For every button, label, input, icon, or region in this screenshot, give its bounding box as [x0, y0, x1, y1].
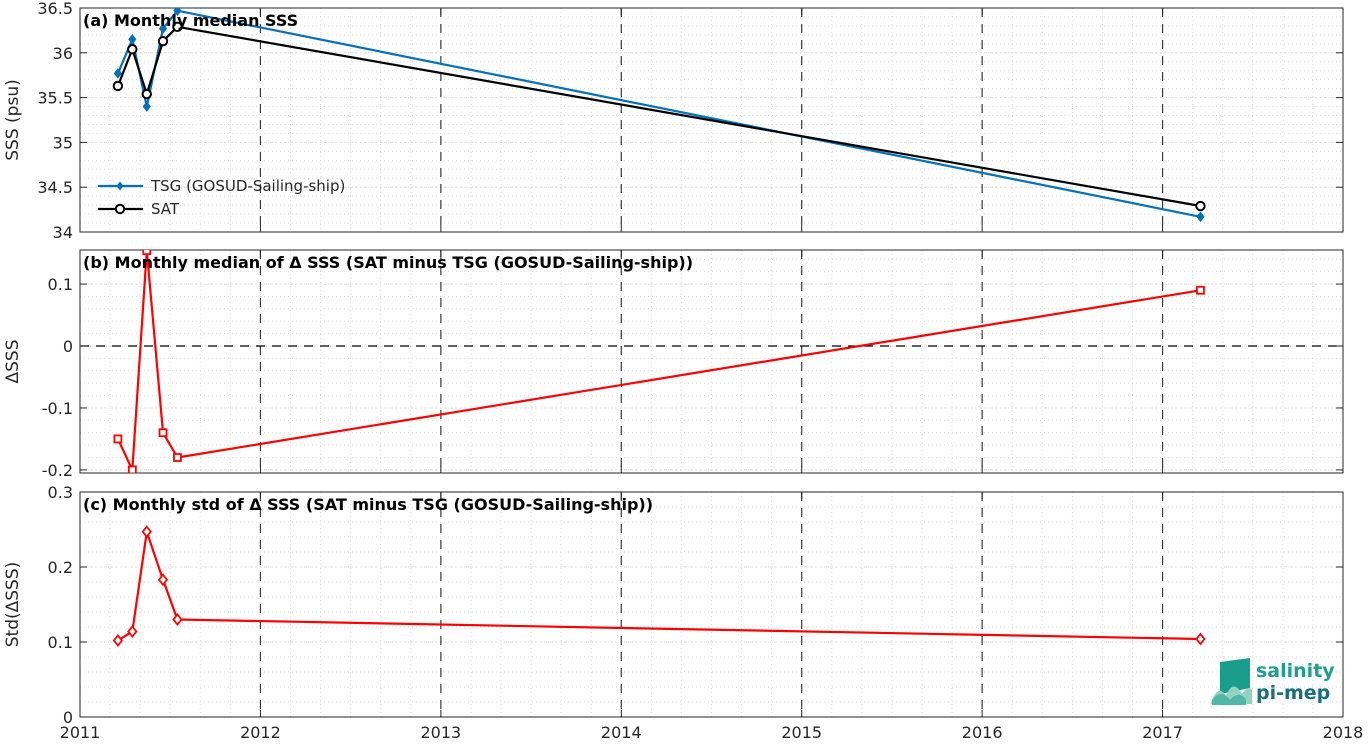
data-point	[1195, 200, 1206, 212]
y-tick-label: 34	[53, 223, 73, 242]
data-point	[157, 35, 169, 47]
axes-box	[79, 491, 1344, 718]
x-tick-label: 2017	[1142, 723, 1183, 742]
y-axis-label: Std(ΔSSS)	[3, 562, 23, 648]
y-tick-label: 0	[63, 337, 73, 356]
data-point	[142, 250, 152, 256]
data-point	[128, 34, 137, 45]
data-point	[1195, 632, 1206, 646]
data-point	[1196, 285, 1205, 295]
grid	[80, 491, 1343, 718]
x-tick-label: 2018	[1323, 723, 1364, 742]
panel-title: (b) Monthly median of Δ SSS (SAT minus T…	[83, 253, 693, 272]
data-point	[172, 21, 183, 33]
data-point	[141, 525, 152, 539]
series-line	[117, 530, 1201, 642]
x-tick-label: 2012	[240, 723, 281, 742]
y-tick-label: 36.5	[37, 0, 73, 18]
chart-panel-1: 34 34.5 35 35.5 36 36.5 SSS (psu) (a) Monthly m…	[3, 0, 1344, 242]
logo-wave-icon	[1210, 658, 1252, 705]
data-point	[1196, 211, 1205, 223]
panel-title: (a) Monthly median SSS	[83, 11, 298, 30]
legend-marker	[116, 181, 124, 191]
legend-label: SAT	[151, 200, 180, 218]
x-tick-label: 2016	[962, 723, 1003, 742]
grid	[80, 7, 1343, 233]
x-tick-label: 2015	[781, 723, 822, 742]
data-point	[113, 68, 123, 79]
y-tick-label: 0.2	[48, 558, 73, 577]
logo-line-1: salinity	[1256, 660, 1335, 682]
y-tick-label: 36	[53, 44, 73, 63]
data-point	[127, 44, 138, 55]
y-tick-label: 0.1	[48, 633, 73, 652]
panel-title: (c) Monthly std of Δ SSS (SAT minus TSG …	[83, 495, 653, 514]
y-tick-label: 35.5	[37, 89, 73, 108]
data-point	[142, 101, 151, 112]
series-group	[112, 525, 1206, 647]
series-group	[113, 250, 1205, 473]
x-tick-label: 2011	[60, 723, 101, 742]
data-point	[141, 88, 152, 100]
data-point	[172, 613, 183, 626]
legend-label: TSG (GOSUD-Sailing-ship)	[150, 177, 345, 195]
data-point	[173, 453, 182, 462]
logo-line-2: pi-mep	[1256, 682, 1330, 704]
data-point	[113, 434, 123, 444]
legend-marker	[114, 203, 126, 215]
x-tick-label: 2014	[601, 723, 642, 742]
y-tick-label: -0.2	[42, 461, 73, 480]
x-tick-label: 2013	[420, 723, 461, 742]
data-point	[127, 625, 138, 638]
y-axis-label: ΔSSS	[3, 339, 23, 383]
grid	[80, 250, 1343, 473]
series-line	[116, 25, 1201, 208]
data-point	[127, 465, 137, 473]
chart-panel-2: -0.2 -0.1 0 0.1 ΔSSS (b) Monthly median of Δ …	[3, 249, 1344, 480]
y-tick-label: 0.1	[48, 275, 73, 294]
y-tick-label: -0.1	[42, 399, 73, 418]
y-tick-label: 0	[63, 708, 73, 727]
data-point	[173, 8, 182, 17]
legend: TSG (GOSUD-Sailing-ship) SAT	[98, 177, 345, 218]
y-tick-label: 34.5	[37, 178, 73, 197]
data-point	[158, 23, 168, 34]
data-point	[158, 428, 168, 438]
chart-panel-3: 0 0.1 0.2 0.3 2011 2012 2013 2014 2015 2016 2017 20…	[3, 483, 1363, 742]
y-tick-label: 35	[53, 133, 73, 152]
series-line	[116, 250, 1201, 471]
series-group	[112, 8, 1206, 223]
y-tick-label: 0.3	[48, 483, 73, 502]
axes-box	[79, 249, 1344, 474]
data-point	[112, 80, 124, 92]
salinity-pi-mep-logo: salinity pi-mep	[1210, 658, 1335, 705]
axes-box	[79, 7, 1344, 233]
data-point	[112, 634, 124, 647]
data-point	[157, 573, 169, 587]
chart-panels: 34 34.5 35 35.5 36 36.5 SSS (psu) (a) Monthly m…	[3, 0, 1363, 742]
y-axis-label: SSS (psu)	[3, 79, 23, 160]
